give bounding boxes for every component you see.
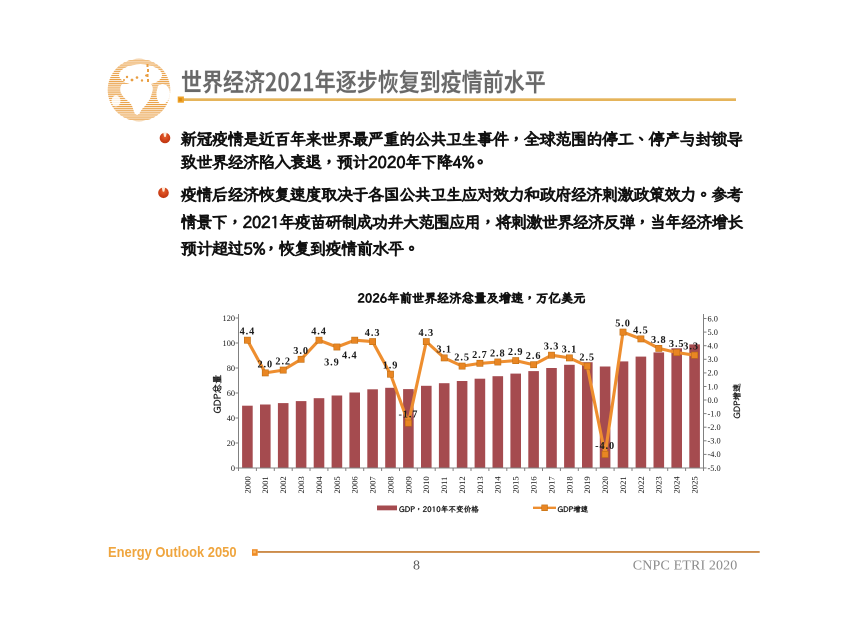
svg-text:2005: 2005 [332,476,342,493]
svg-text:2.9: 2.9 [508,347,524,358]
svg-text:2000: 2000 [242,476,252,493]
svg-text:2003: 2003 [296,476,306,493]
svg-text:2.2: 2.2 [275,357,291,368]
svg-text:3.8: 3.8 [651,335,667,346]
svg-text:-5.0: -5.0 [708,464,721,473]
svg-text:4.3: 4.3 [365,328,381,339]
svg-text:Energy Outlook 2050: Energy Outlook 2050 [108,544,237,561]
svg-text:4.4: 4.4 [342,351,358,362]
svg-text:2010: 2010 [421,476,431,493]
svg-text:2.6: 2.6 [526,351,542,362]
svg-text:2.0: 2.0 [258,359,274,370]
svg-text:2014: 2014 [493,476,503,494]
svg-text:-4.0: -4.0 [595,441,615,452]
svg-text:2016: 2016 [529,476,539,494]
svg-text:4.3: 4.3 [419,328,435,339]
svg-text:2.8: 2.8 [490,349,506,360]
svg-text:2018: 2018 [564,476,574,493]
svg-text:3.5: 3.5 [669,339,685,350]
svg-text:3.0: 3.0 [708,355,718,364]
svg-text:2001: 2001 [260,476,270,493]
svg-text:6.0: 6.0 [708,314,718,323]
svg-text:2019: 2019 [582,476,592,493]
svg-text:2020: 2020 [600,476,610,493]
svg-text:20: 20 [227,439,235,448]
svg-text:0.0: 0.0 [708,396,718,405]
svg-text:2011: 2011 [439,477,449,494]
svg-text:1.9: 1.9 [383,361,399,372]
svg-text:2006: 2006 [350,476,360,494]
svg-text:4.4: 4.4 [311,327,327,338]
svg-text:CNPC ETRI 2020: CNPC ETRI 2020 [633,558,738,573]
svg-text:2009: 2009 [403,476,413,493]
svg-text:2004: 2004 [314,476,324,494]
svg-text:1.0: 1.0 [708,382,718,391]
svg-text:3.3: 3.3 [544,342,560,353]
svg-text:100: 100 [223,339,235,348]
svg-text:2023: 2023 [654,476,664,493]
svg-text:2015: 2015 [511,476,521,493]
svg-text:2.5: 2.5 [579,353,595,364]
svg-text:-1.7: -1.7 [398,410,418,421]
svg-text:3.1: 3.1 [562,344,578,355]
svg-text:4.5: 4.5 [633,325,649,336]
svg-text:2.7: 2.7 [472,350,488,361]
svg-text:3.9: 3.9 [324,358,340,369]
svg-text:2025: 2025 [690,476,700,493]
svg-text:80: 80 [227,364,235,373]
svg-text:3.1: 3.1 [436,344,452,355]
svg-text:5.0: 5.0 [615,319,631,330]
svg-text:2024: 2024 [672,476,682,494]
svg-text:2021: 2021 [618,476,628,493]
svg-text:2.5: 2.5 [454,353,470,364]
svg-text:40: 40 [227,414,235,423]
svg-text:2007: 2007 [368,476,378,494]
svg-text:8: 8 [413,558,420,573]
svg-text:-2.0: -2.0 [708,423,721,432]
svg-text:0: 0 [231,464,235,473]
svg-text:3.3: 3.3 [683,342,699,353]
svg-text:-1.0: -1.0 [708,409,721,418]
svg-text:120: 120 [223,314,235,323]
svg-text:60: 60 [227,389,235,398]
svg-text:4.4: 4.4 [240,327,256,338]
svg-text:2022: 2022 [636,476,646,493]
svg-text:2008: 2008 [385,476,395,493]
svg-text:3.0: 3.0 [293,346,309,357]
svg-text:2.0: 2.0 [708,369,718,378]
svg-text:-3.0: -3.0 [708,437,721,446]
svg-text:5.0: 5.0 [708,328,718,337]
svg-text:2012: 2012 [457,476,467,493]
svg-text:4.0: 4.0 [708,342,718,351]
svg-text:2017: 2017 [546,476,556,494]
svg-text:2002: 2002 [278,476,288,493]
svg-text:-4.0: -4.0 [708,450,721,459]
svg-text:2013: 2013 [475,476,485,493]
